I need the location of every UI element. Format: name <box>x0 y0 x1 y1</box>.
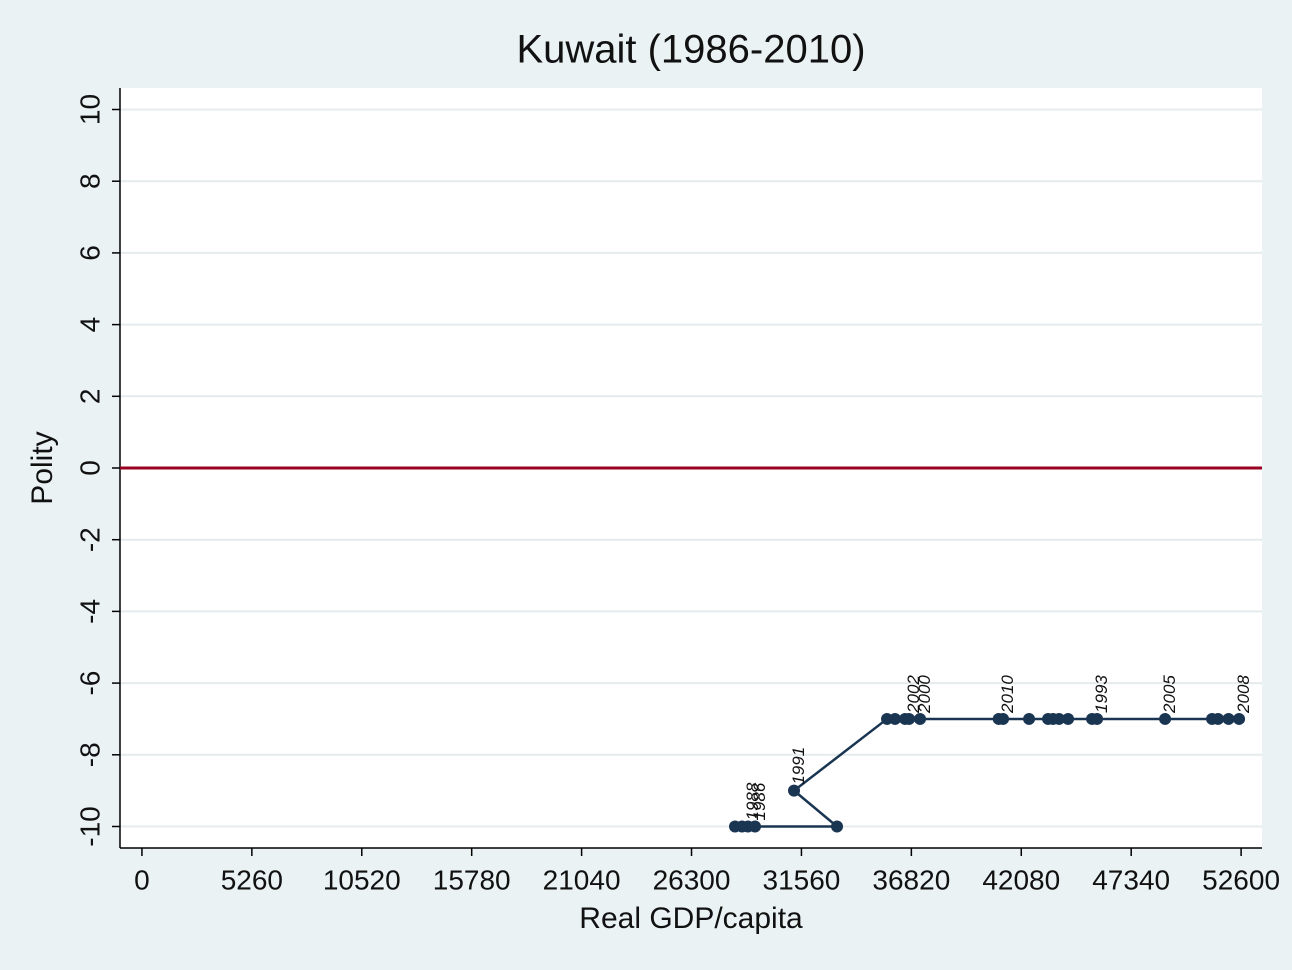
y-axis-label: Polity <box>26 431 59 504</box>
y-tick-label: 10 <box>74 94 105 125</box>
data-point <box>903 712 916 725</box>
data-point <box>729 820 742 833</box>
x-tick-label: 26300 <box>653 864 731 895</box>
point-label: 2002 <box>904 675 923 714</box>
y-tick-label: -8 <box>74 742 105 767</box>
data-point <box>914 712 927 725</box>
data-point <box>997 712 1010 725</box>
y-tick-label: -6 <box>74 671 105 696</box>
y-tick-label: 8 <box>74 173 105 189</box>
data-point <box>1086 712 1099 725</box>
point-label: 2000 <box>915 675 934 714</box>
data-point <box>1212 712 1225 725</box>
data-point <box>889 712 902 725</box>
data-point <box>1222 712 1235 725</box>
data-point <box>831 820 844 833</box>
x-tick-label: 15780 <box>433 864 511 895</box>
point-label: 2008 <box>1234 675 1253 714</box>
data-point <box>1042 712 1055 725</box>
point-label: 1986 <box>750 782 769 820</box>
data-point <box>742 820 755 833</box>
y-tick-label: 6 <box>74 245 105 261</box>
x-tick-label: 42080 <box>982 864 1060 895</box>
point-label: 1991 <box>789 747 808 785</box>
y-tick-label: -4 <box>74 599 105 624</box>
x-tick-label: 5260 <box>221 864 283 895</box>
data-point <box>1062 712 1075 725</box>
x-tick-label: 47340 <box>1092 864 1170 895</box>
x-tick-label: 36820 <box>872 864 950 895</box>
y-tick-label: -10 <box>74 806 105 846</box>
data-point <box>1159 712 1172 725</box>
y-tick-label: 2 <box>74 389 105 405</box>
point-label: 2010 <box>998 675 1017 714</box>
y-tick-label: -2 <box>74 527 105 552</box>
point-label: 2005 <box>1160 675 1179 714</box>
x-axis-label: Real GDP/capita <box>579 902 803 935</box>
data-point <box>1233 712 1246 725</box>
x-tick-label: 31560 <box>763 864 841 895</box>
data-point <box>1023 712 1036 725</box>
y-tick-label: 4 <box>74 317 105 333</box>
x-tick-label: 10520 <box>323 864 401 895</box>
x-tick-label: 52600 <box>1202 864 1280 895</box>
point-label: 1988 <box>743 782 762 820</box>
x-tick-label: 0 <box>134 864 150 895</box>
data-point <box>788 784 801 797</box>
chart-title: Kuwait (1986-2010) <box>516 28 865 72</box>
point-label: 1993 <box>1092 675 1111 713</box>
x-tick-label: 21040 <box>543 864 621 895</box>
y-tick-label: 0 <box>74 460 105 476</box>
